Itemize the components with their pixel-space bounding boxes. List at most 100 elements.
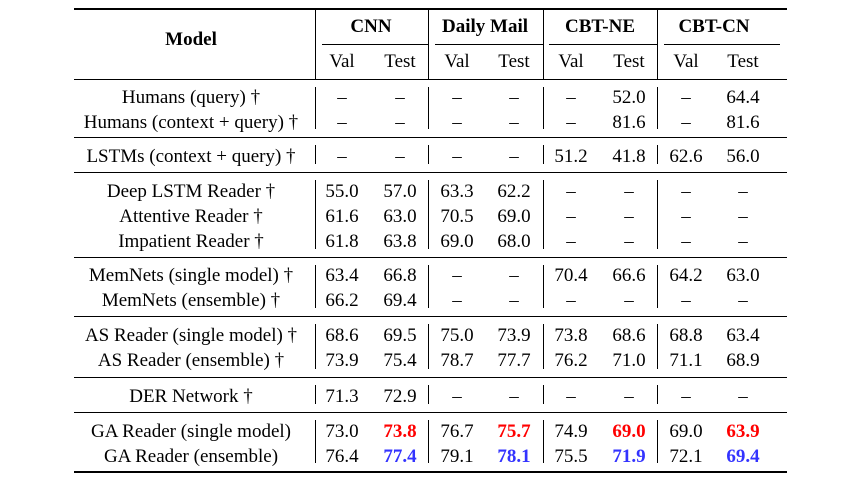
score-cell: 68.8 (669, 325, 703, 346)
score-cell: 68.6 (325, 325, 359, 346)
column-divider (657, 420, 658, 463)
score-cell: – (509, 112, 519, 133)
score-cell: 62.2 (497, 181, 531, 202)
model-name: GA Reader (ensemble) (103, 446, 279, 467)
column-divider (543, 145, 544, 164)
score-cell: 73.8 (383, 421, 417, 442)
table-rule (74, 471, 787, 473)
column-divider (657, 87, 658, 129)
column-divider (315, 145, 316, 164)
score-cell: 75.5 (554, 446, 588, 467)
header-divider (657, 10, 658, 79)
score-cell: 75.4 (383, 350, 417, 371)
score-cell: 75.7 (497, 421, 531, 442)
column-divider (543, 180, 544, 249)
score-cell: – (509, 87, 519, 108)
score-cell: 77.7 (497, 350, 531, 371)
score-cell: 68.6 (612, 325, 646, 346)
column-divider (428, 145, 429, 164)
score-cell: 70.5 (440, 206, 474, 227)
score-cell: – (738, 181, 748, 202)
column-divider (315, 180, 316, 249)
model-name: Impatient Reader † (118, 231, 264, 252)
score-cell: – (509, 386, 519, 407)
group-underline (664, 44, 780, 45)
column-divider (315, 87, 316, 129)
score-cell: 69.0 (497, 206, 531, 227)
score-cell: 66.6 (612, 265, 646, 286)
score-cell: 69.4 (383, 290, 417, 311)
score-cell: 76.7 (440, 421, 474, 442)
score-cell: – (566, 112, 576, 133)
score-cell: – (624, 231, 634, 252)
split-header: Test (498, 51, 530, 72)
column-divider (428, 180, 429, 249)
score-cell: – (509, 265, 519, 286)
score-cell: – (566, 290, 576, 311)
score-cell: 79.1 (440, 446, 474, 467)
score-cell: 81.6 (612, 112, 646, 133)
score-cell: – (395, 146, 405, 167)
score-cell: 63.4 (325, 265, 359, 286)
column-divider (543, 385, 544, 404)
score-cell: 63.0 (383, 206, 417, 227)
score-cell: 73.9 (325, 350, 359, 371)
score-cell: – (337, 112, 347, 133)
score-cell: – (624, 386, 634, 407)
score-cell: – (452, 265, 462, 286)
score-cell: 56.0 (726, 146, 760, 167)
column-divider (543, 265, 544, 308)
column-divider (315, 385, 316, 404)
score-cell: 81.6 (726, 112, 760, 133)
score-cell: 72.1 (669, 446, 703, 467)
table-rule (74, 79, 787, 80)
score-cell: – (452, 112, 462, 133)
table-rule (74, 172, 787, 173)
column-divider (657, 385, 658, 404)
model-name: Humans (query) † (121, 87, 261, 108)
table-rule (74, 377, 787, 378)
header-divider (543, 10, 544, 79)
column-divider (543, 324, 544, 369)
score-cell: 63.8 (383, 231, 417, 252)
score-cell: 66.2 (325, 290, 359, 311)
column-divider (315, 324, 316, 369)
score-cell: – (566, 386, 576, 407)
score-cell: 73.0 (325, 421, 359, 442)
score-cell: – (681, 206, 691, 227)
score-cell: 57.0 (383, 181, 417, 202)
score-cell: 55.0 (325, 181, 359, 202)
split-header: Test (613, 51, 645, 72)
split-header: Test (384, 51, 416, 72)
score-cell: – (452, 386, 462, 407)
score-cell: 76.2 (554, 350, 588, 371)
model-header: Model (165, 29, 217, 50)
score-cell: – (509, 146, 519, 167)
model-name: GA Reader (single model) (91, 421, 291, 442)
score-cell: – (738, 206, 748, 227)
column-divider (543, 420, 544, 463)
score-cell: – (681, 87, 691, 108)
score-cell: 71.9 (612, 446, 646, 467)
score-cell: – (337, 87, 347, 108)
score-cell: 62.6 (669, 146, 703, 167)
split-header: Test (727, 51, 759, 72)
column-divider (428, 324, 429, 369)
split-header: Val (558, 51, 584, 72)
score-cell: – (738, 231, 748, 252)
score-cell: 63.9 (726, 421, 760, 442)
score-cell: 69.5 (383, 325, 417, 346)
score-cell: – (395, 112, 405, 133)
split-header: Val (444, 51, 470, 72)
score-cell: – (395, 87, 405, 108)
column-divider (657, 145, 658, 164)
model-name: DER Network † (129, 386, 253, 407)
score-cell: – (566, 87, 576, 108)
score-cell: 69.0 (440, 231, 474, 252)
table-rule (74, 8, 787, 10)
model-name: MemNets (ensemble) † (101, 290, 281, 311)
score-cell: 74.9 (554, 421, 588, 442)
dataset-header: CBT-NE (564, 16, 636, 37)
score-cell: 64.2 (669, 265, 703, 286)
